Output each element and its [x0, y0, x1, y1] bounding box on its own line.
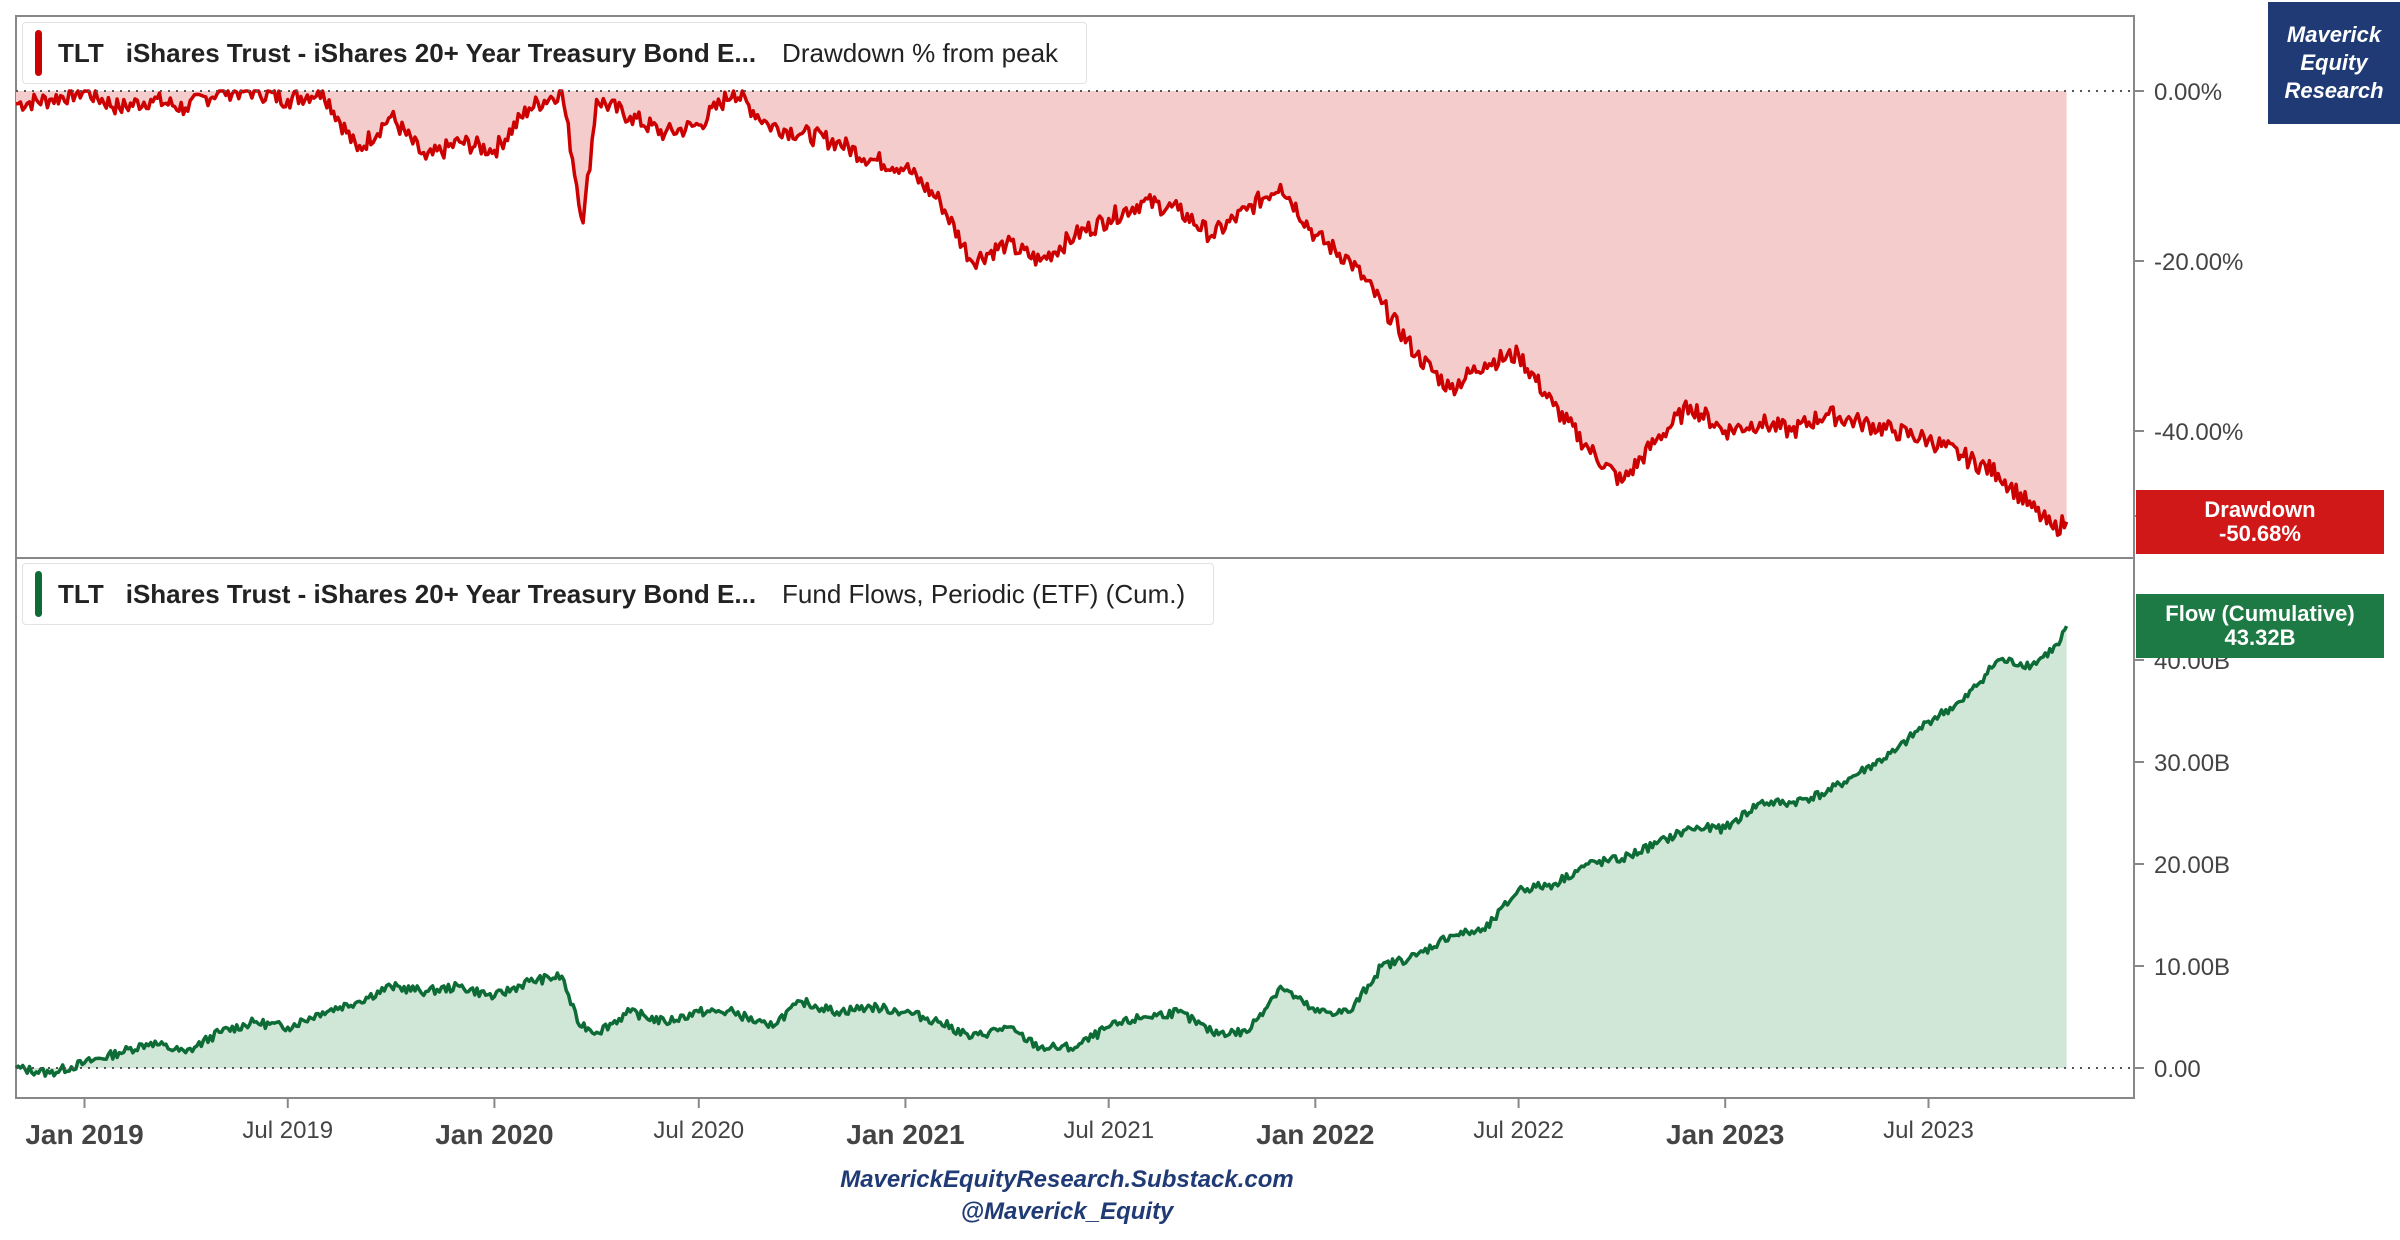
drawdown-legend-ticker: TLT	[58, 37, 104, 68]
x-tick-label: Jan 2020	[435, 1119, 553, 1150]
drawdown-value-badge: Drawdown -50.68%	[2136, 490, 2384, 554]
x-tick-label: Jul 2020	[653, 1117, 744, 1144]
drawdown-line	[15, 89, 2069, 537]
x-tick-label: Jul 2019	[242, 1117, 333, 1144]
flow-legend-fund-name: iShares Trust - iShares 20+ Year Treasur…	[125, 578, 757, 609]
x-tick-label: Jul 2023	[1883, 1117, 1974, 1144]
footer-url[interactable]: MaverickEquityResearch.Substack.com	[840, 1166, 1294, 1193]
drawdown-legend-swatch	[35, 30, 42, 76]
flow-y-tick-label: 30.00B	[2154, 750, 2230, 777]
x-tick-label: Jul 2021	[1063, 1117, 1154, 1144]
flow-legend-ticker: TLT	[58, 578, 104, 609]
flow-value-badge: Flow (Cumulative) 43.32B	[2136, 594, 2384, 658]
drawdown-legend[interactable]: TLT iShares Trust - iShares 20+ Year Tre…	[22, 22, 1088, 84]
flow-line	[14, 625, 2069, 1078]
drawdown-panel: 0.00%-20.00%-40.00%50.00B	[15, 15, 2243, 559]
x-tick-label: Jul 2022	[1473, 1117, 1564, 1144]
drawdown-legend-metric: Drawdown % from peak	[782, 37, 1059, 68]
flow-legend-swatch	[35, 571, 42, 617]
drawdown-y-tick-label: -40.00%	[2154, 419, 2243, 446]
drawdown-badge-label: Drawdown	[2204, 497, 2316, 522]
flow-badge-label: Flow (Cumulative)	[2165, 601, 2355, 626]
footer-handle[interactable]: @Maverick_Equity	[960, 1198, 1174, 1225]
flow-badge-value: 43.32B	[2224, 625, 2296, 650]
logo-line-3: Research	[2284, 78, 2384, 103]
x-tick-label: Jan 2022	[1256, 1119, 1374, 1150]
flow-legend-metric: Fund Flows, Periodic (ETF) (Cum.)	[782, 578, 1186, 609]
flow-plot-frame	[15, 557, 2135, 1099]
x-tick-label: Jan 2023	[1666, 1119, 1784, 1150]
drawdown-area	[16, 91, 2067, 536]
x-axis: Jan 2019 Jul 2019 Jan 2020 Jul 2020 Jan 2021…	[25, 1098, 1974, 1150]
flow-y-tick-label: 20.00B	[2154, 852, 2230, 879]
logo-line-1: Maverick	[2286, 22, 2382, 47]
drawdown-y-tick-label: 0.00%	[2154, 79, 2222, 106]
flow-area	[16, 626, 2067, 1077]
drawdown-legend-fund-name: iShares Trust - iShares 20+ Year Treasur…	[125, 37, 757, 68]
maverick-logo: Maverick Equity Research	[2268, 2, 2400, 124]
flow-y-tick-label: 0.00	[2154, 1056, 2201, 1083]
drawdown-y-tick-label: -20.00%	[2154, 249, 2243, 276]
flow-legend[interactable]: TLT iShares Trust - iShares 20+ Year Tre…	[22, 563, 1215, 625]
x-tick-label: Jan 2021	[846, 1119, 964, 1150]
x-tick-label: Jan 2019	[25, 1119, 143, 1150]
logo-line-2: Equity	[2300, 50, 2368, 75]
drawdown-badge-value: -50.68%	[2219, 521, 2301, 546]
flow-y-tick-label: 10.00B	[2154, 954, 2230, 981]
